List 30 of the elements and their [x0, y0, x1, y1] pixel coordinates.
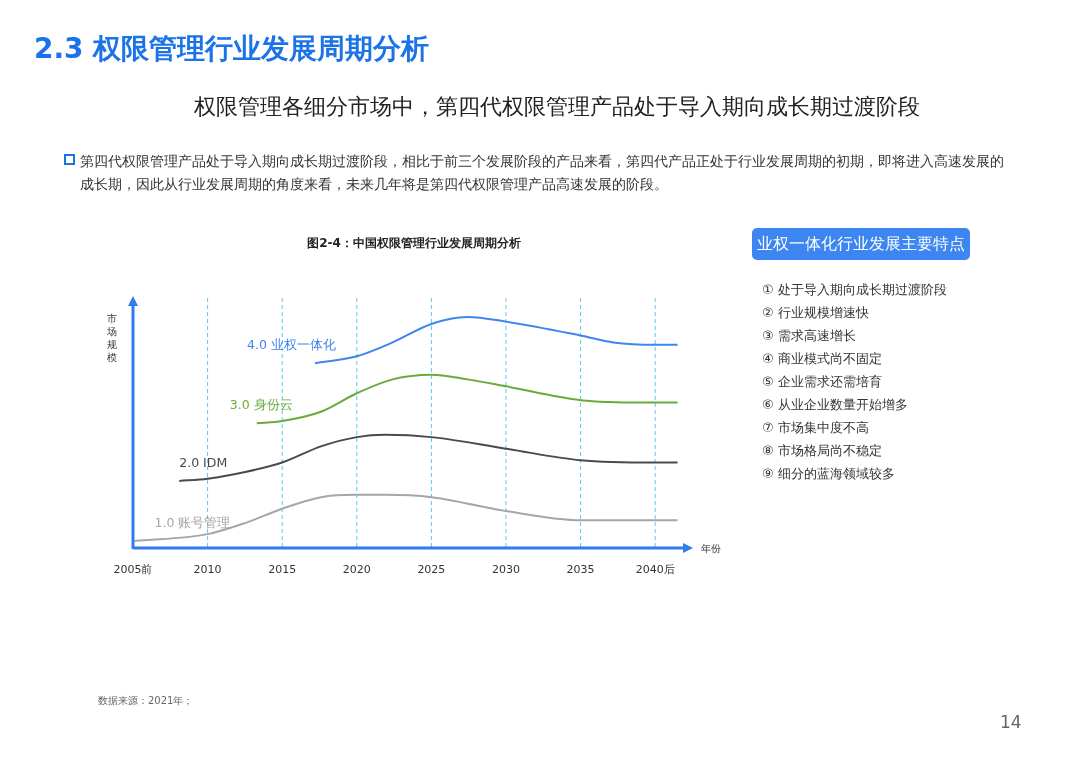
series-label: 2.0 IDM	[179, 455, 228, 471]
text: ⑤ 企业需求还需培育	[762, 373, 882, 391]
text: ⑨ 细分的蓝海领域较多	[762, 465, 895, 483]
text: 14	[1000, 712, 1022, 732]
series-label: 4.0 业权一体化	[247, 337, 336, 353]
text: ⑦ 市场集中度不高	[762, 419, 869, 437]
text: ② 行业规模增速快	[762, 304, 869, 322]
x-tick-label: 2005前	[113, 563, 153, 576]
text: 2.3 权限管理行业发展周期分析	[34, 31, 430, 67]
series-label: 3.0 身份云	[229, 397, 293, 413]
text: ⑥ 从业企业数量开始增多	[762, 396, 908, 414]
series-label: 1.0 账号管理	[154, 515, 231, 531]
text: 第四代权限管理产品处于导入期向成长期过渡阶段，相比于前三个发展阶段的产品来看，第四代产品正处于行业发展周期的初期，即将进入高速发展的成长期，因此从行业发展周期的角度来看，未来几年将是第四代权限管理产品高速发展的阶段。	[80, 152, 1005, 194]
text: 权限管理各细分市场中，第四代权限管理产品处于导入期向成长期过渡阶段	[194, 93, 920, 121]
x-axis-title: 年份	[701, 543, 721, 554]
x-tick-label: 2025	[417, 563, 446, 576]
text: ① 处于导入期向成长期过渡阶段	[762, 281, 947, 299]
x-tick-label: 2040后	[635, 563, 675, 576]
text: 业权一体化行业发展主要特点	[752, 228, 970, 260]
text: ③ 需求高速增长	[762, 327, 856, 345]
y-axis-title: 市场规模	[106, 313, 117, 363]
x-tick-label: 2035	[566, 563, 595, 576]
x-tick-label: 2010	[193, 563, 222, 576]
x-tick-label: 2015	[268, 563, 297, 576]
chart-title: 图2-4：中国权限管理行业发展周期分析	[307, 236, 521, 250]
text: ④ 商业模式尚不固定	[762, 350, 882, 368]
x-tick-label: 2030	[491, 563, 520, 576]
x-tick-label: 2020	[342, 563, 371, 576]
text: ⑧ 市场格局尚不稳定	[762, 442, 882, 460]
source-note: 数据来源：2021年；	[98, 694, 194, 708]
